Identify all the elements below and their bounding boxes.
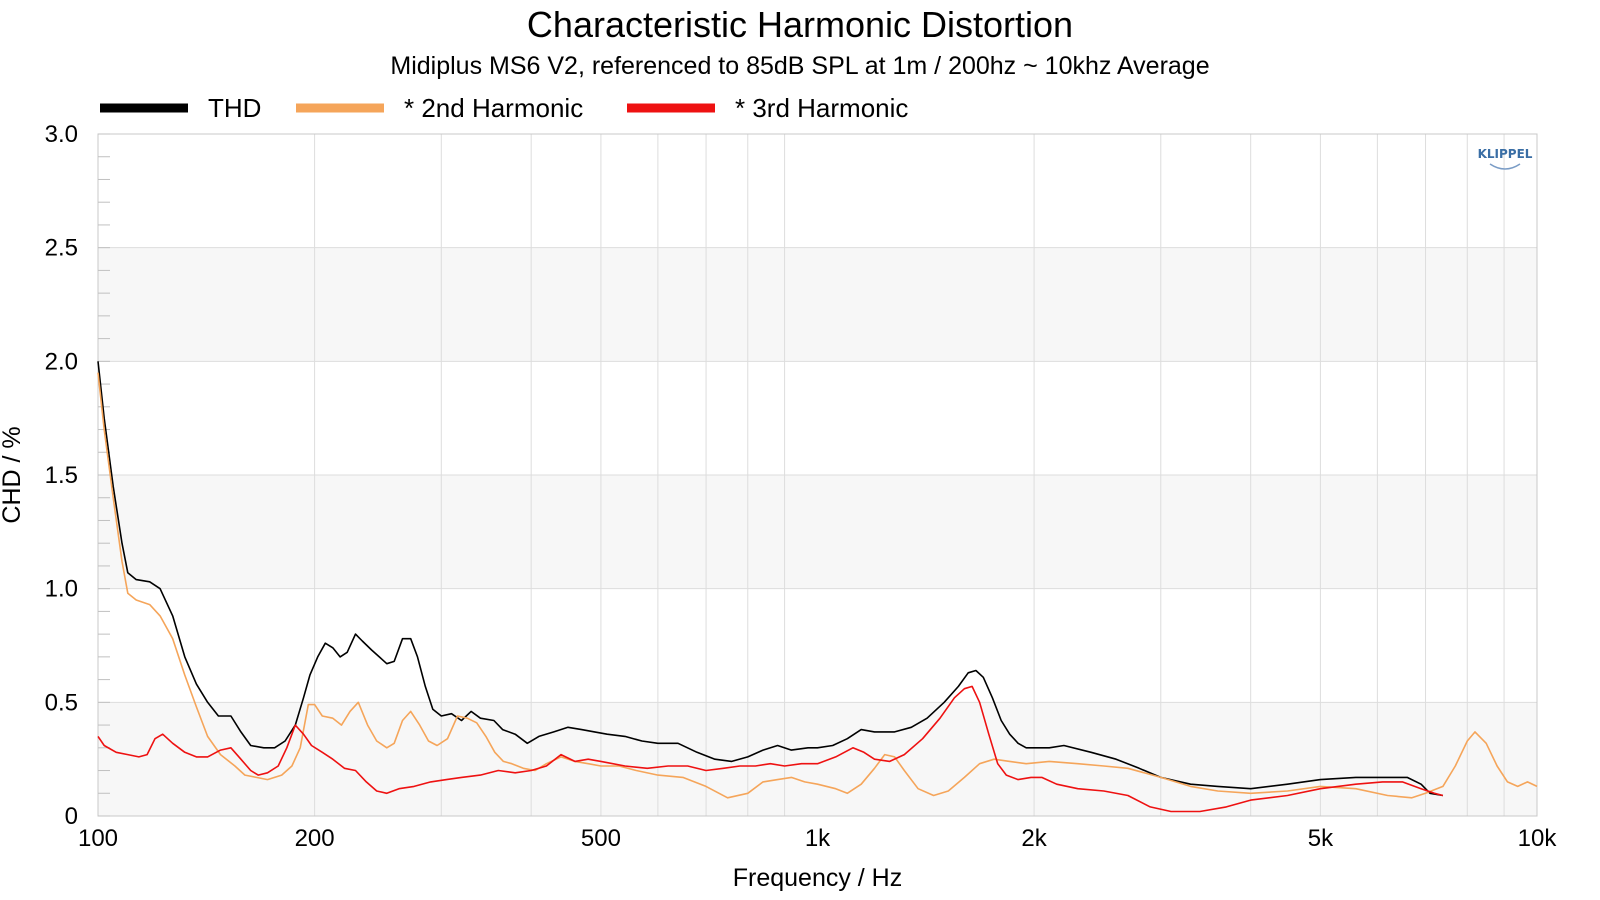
x-tick-label: 5k — [1308, 825, 1334, 852]
chart-subtitle: Midiplus MS6 V2, referenced to 85dB SPL … — [390, 52, 1210, 80]
y-tick-label: 1.0 — [45, 576, 78, 603]
y-tick-label: 2.0 — [45, 348, 78, 375]
y-tick-labels: 0 0.5 1.0 1.5 2.0 2.5 3.0 — [45, 121, 78, 830]
x-axis-label: Frequency / Hz — [733, 864, 903, 892]
background-band — [98, 588, 1537, 703]
x-tick-label: 1k — [805, 825, 831, 852]
x-tick-label: 10k — [1518, 825, 1558, 852]
legend-label: * 2nd Harmonic — [404, 93, 583, 123]
minor-ticks — [98, 133, 110, 817]
series-layer — [97, 361, 1538, 813]
x-tick-label: 200 — [295, 825, 335, 852]
y-axis-label: CHD / % — [0, 426, 26, 523]
background-band — [98, 361, 1537, 475]
x-tick-label: 500 — [581, 825, 621, 852]
series-line-thd — [97, 361, 1444, 797]
x-tick-label: 2k — [1021, 825, 1047, 852]
klippel-logo-arc — [1489, 163, 1521, 170]
x-tick-labels: 100 200 500 1k 2k 5k 10k — [78, 825, 1557, 852]
klippel-logo-text: KLIPPEL — [1478, 147, 1533, 161]
y-tick-label: 0 — [65, 803, 78, 830]
y-tick-label: 1.5 — [45, 462, 78, 489]
legend-label: * 3rd Harmonic — [735, 93, 908, 123]
series-line-2nd-harmonic — [97, 372, 1538, 799]
background-band — [98, 475, 1537, 589]
background-band — [98, 247, 1537, 362]
background-band — [98, 134, 1537, 248]
legend-label: THD — [208, 93, 261, 123]
background-band — [98, 702, 1537, 816]
y-tick-label: 3.0 — [45, 121, 78, 148]
series-line-3rd-harmonic — [97, 685, 1444, 813]
chart-title: Characteristic Harmonic Distortion — [526, 4, 1074, 45]
background-bands — [98, 134, 1537, 816]
x-tick-label: 100 — [78, 825, 118, 852]
y-tick-label: 2.5 — [45, 235, 78, 262]
y-tick-label: 0.5 — [45, 689, 78, 716]
legend: THD * 2nd Harmonic * 3rd Harmonic — [100, 93, 908, 123]
klippel-logo: KLIPPEL — [1478, 147, 1533, 170]
